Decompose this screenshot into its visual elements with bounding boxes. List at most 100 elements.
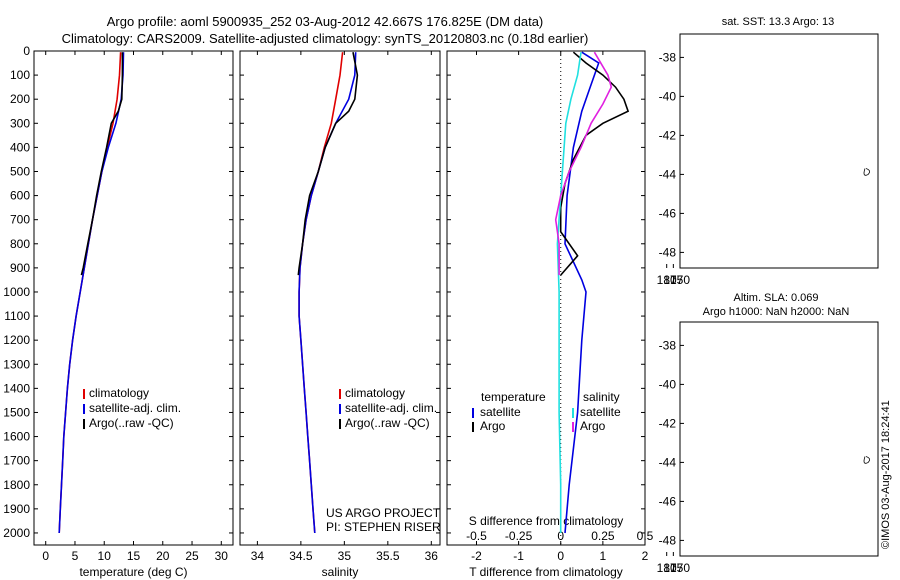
map-y-tick-label: -48 [659,245,677,259]
x-tick-label: 34.5 [289,549,313,563]
y-tick-label: 100 [10,68,30,82]
map-frame [679,33,879,269]
map-y-tick-label: -38 [659,50,677,64]
legend-label: Argo(..raw -QC) [89,416,174,430]
x-tick-label: 15 [127,549,141,563]
y-tick-label: 800 [10,237,30,251]
legend-header: temperature [481,390,546,404]
y-tick-label: 200 [10,92,30,106]
x-tick-label: -2 [471,549,482,563]
map-x-tick-label: 180 [657,561,677,575]
y-tick-label: 1600 [3,430,30,444]
y-tick-label: 1400 [3,381,30,395]
panel-frame-differences [446,50,646,546]
sst-map-title: sat. SST: 13.3 Argo: 13 [722,16,835,28]
map-y-tick-label: -40 [659,89,677,103]
title-line-2: Climatology: CARS2009. Satellite-adjuste… [61,31,589,46]
credit-text: US ARGO PROJECT [326,506,441,520]
y-tick-label: 900 [10,261,30,275]
x-tick-label: 35 [338,549,352,563]
x-tick-label-s: -0.5 [466,529,487,543]
x-tick-label: 34 [251,549,265,563]
x-tick-label-s: 0.5 [637,529,654,543]
y-tick-label: 1000 [3,285,30,299]
x-tick-label: -1 [513,549,524,563]
y-tick-label: 1200 [3,333,30,347]
map-y-tick-label: -46 [659,494,677,508]
x-tick-label: 1 [600,549,607,563]
x-tick-label: 0 [557,549,564,563]
x-tick-label: 25 [185,549,199,563]
x-tick-label: 35.5 [376,549,400,563]
y-tick-label: 1800 [3,478,30,492]
sla-map-subtitle: Argo h1000: NaN h2000: NaN [703,306,850,318]
x-tick-label: 36 [425,549,439,563]
legend-label: Argo(..raw -QC) [345,416,430,430]
x-tick-label-s: 0.25 [591,529,615,543]
x-tick-label: 30 [215,549,229,563]
title-line-1: Argo profile: aoml 5900935_252 03-Aug-20… [106,14,544,29]
legend-label: satellite-adj. clim. [345,401,437,415]
legend-label: Argo [580,419,606,433]
x-tick-label: 5 [72,549,79,563]
x-tick-label: 0 [42,549,49,563]
y-tick-label: 0 [23,44,30,58]
y-tick-label: 400 [10,140,30,154]
x-axis-label: temperature (deg C) [79,565,187,579]
x-tick-label-s: -0.25 [505,529,533,543]
map-y-tick-label: -46 [659,206,677,220]
y-tick-label: 1100 [4,309,30,323]
x-axis-label: salinity [322,565,359,579]
map-x-tick-label: 170 [670,561,690,575]
panel-frame-temperature [33,50,234,546]
map-y-tick-label: -38 [659,338,677,352]
map-x-tick-label: 180 [657,273,677,287]
series-salinity-argo-raw-qc- [297,52,359,276]
x-axis-label: T difference from climatology [469,565,623,579]
legend-label: satellite [580,405,621,419]
series-differences-t-satellite [564,51,600,534]
series-differences-t-argo [559,51,630,276]
map-y-tick-label: -48 [659,533,677,547]
map-x-tick-label: 175 [663,273,683,287]
map-y-tick-label: -44 [659,167,677,181]
series-salinity-satellite-adj-clim- [298,52,357,534]
float-marker [666,142,676,152]
chatham-island-outline [863,168,870,176]
legend-label: climatology [89,386,149,400]
map-y-tick-label: -42 [659,416,677,430]
series-temperature-argo-raw-qc- [80,52,124,276]
float-marker [666,430,676,440]
map-y-tick-label: -42 [659,128,677,142]
legend-label: satellite [480,405,521,419]
legend-label: Argo [480,419,506,433]
map-x-tick-label: 170 [670,273,690,287]
series-differences-s-satellite [556,52,582,533]
y-tick-label: 2000 [3,526,30,540]
panel-frame-salinity [239,50,441,546]
chatham-island-outline [863,456,870,464]
map-y-tick-label: -44 [659,455,677,469]
series-differences-s-argo [554,51,613,276]
y-tick-label: 1500 [3,405,30,419]
x-tick-label: 20 [156,549,170,563]
y-tick-label: 1900 [3,502,30,516]
y-tick-label: 600 [10,189,30,203]
x-tick-label: 2 [642,549,649,563]
y-tick-label: 300 [10,116,30,130]
legend-label: satellite-adj. clim. [89,401,181,415]
x-axis-label-top: S difference from climatology [469,514,624,528]
watermark: ©IMOS 03-Aug-2017 18:24:41 [880,400,892,549]
y-tick-label: 1300 [3,357,30,371]
sla-map-title: Altim. SLA: 0.069 [734,292,819,304]
legend-header: salinity [583,390,620,404]
y-tick-label: 500 [10,164,30,178]
map-frame [679,321,879,557]
map-x-tick-label: 175 [663,561,683,575]
series-temperature-satellite-adj-clim- [58,52,125,534]
y-tick-label: 700 [10,213,30,227]
y-tick-label: 1700 [3,454,30,468]
